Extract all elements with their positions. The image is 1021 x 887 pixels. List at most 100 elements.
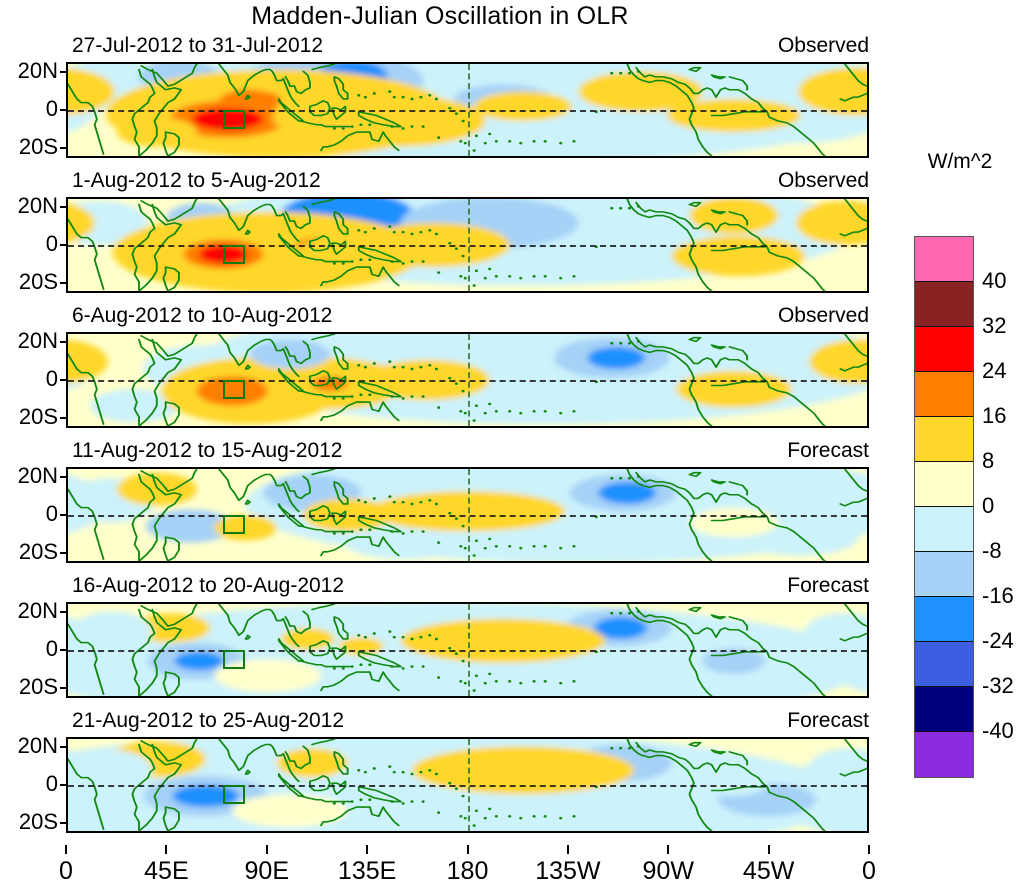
y-tick (60, 552, 67, 555)
y-tick (60, 475, 67, 478)
y-tick (60, 379, 67, 381)
x-tick (868, 845, 870, 854)
colorbar-band-2[interactable] (915, 327, 973, 372)
dateline-180-line (467, 604, 470, 696)
y-axis-label-20S: 20S (18, 539, 58, 565)
x-axis-label-8: 0 (862, 857, 876, 885)
map-panel-1[interactable] (66, 62, 869, 158)
colorbar-band-1[interactable] (915, 282, 973, 327)
y-axis-label-20N: 20N (17, 462, 58, 488)
y-tick (60, 340, 67, 343)
colorbar-label-7: -16 (982, 583, 1014, 608)
y-tick (60, 282, 67, 285)
y-axis-label-0: 0 (45, 771, 58, 796)
colorbar-band-10[interactable] (915, 687, 973, 732)
y-tick (60, 610, 67, 613)
colorbar-unit-label: W/m^2 (927, 150, 993, 173)
y-axis-label-20S: 20S (18, 269, 58, 295)
y-tick (60, 514, 67, 516)
olr-anomaly-field (68, 64, 867, 156)
dateline-180-line (467, 469, 470, 561)
x-tick (165, 845, 168, 854)
x-axis-label-3: 135E (337, 857, 397, 885)
colorbar-label-5: 0 (982, 493, 995, 518)
dateline-180-line (467, 334, 470, 426)
region-box-marker (223, 650, 246, 669)
x-axis-label-6: 90W (642, 857, 694, 885)
y-tick (60, 109, 67, 111)
x-tick (466, 845, 469, 854)
y-axis-label-0: 0 (45, 501, 58, 526)
colorbar-band-9[interactable] (915, 642, 973, 687)
y-axis-label-0: 0 (45, 366, 58, 391)
y-axis-label-0: 0 (45, 231, 58, 256)
region-box-marker (223, 380, 246, 399)
map-panel-4[interactable] (66, 467, 869, 563)
colorbar[interactable] (914, 236, 974, 778)
map-panel-5[interactable] (66, 602, 869, 698)
x-tick (667, 845, 670, 854)
y-tick (60, 70, 67, 73)
colorbar-band-6[interactable] (915, 507, 973, 552)
y-axis-label-0: 0 (45, 96, 58, 121)
panel-title-4: 11-Aug-2012 to 15-Aug-2012 (72, 439, 343, 462)
colorbar-band-11[interactable] (915, 732, 973, 777)
colorbar-label-3: 16 (982, 403, 1007, 428)
y-axis-label-20N: 20N (17, 732, 58, 758)
y-axis-label-20N: 20N (17, 57, 58, 83)
y-tick (60, 784, 67, 786)
colorbar-label-6: -8 (982, 538, 1002, 563)
x-axis-label-5: 135W (535, 857, 601, 885)
colorbar-label-10: -40 (982, 718, 1014, 743)
y-axis-label-20S: 20S (18, 809, 58, 835)
region-box-marker (223, 110, 246, 129)
region-box-marker (223, 245, 246, 264)
map-panel-6[interactable] (66, 737, 869, 833)
y-axis-label-20S: 20S (18, 134, 58, 160)
panel-status-6: Forecast (787, 709, 869, 732)
y-axis-label-20S: 20S (18, 674, 58, 700)
dateline-180-line (467, 199, 470, 291)
olr-anomaly-field (68, 199, 867, 291)
colorbar-label-2: 24 (982, 358, 1007, 383)
x-axis-label-1: 45E (144, 857, 189, 885)
colorbar-label-8: -24 (982, 628, 1014, 653)
panel-status-4: Forecast (787, 439, 869, 462)
dateline-180-line (467, 64, 470, 156)
y-axis-label-20N: 20N (17, 192, 58, 218)
colorbar-band-8[interactable] (915, 597, 973, 642)
region-box-marker (223, 515, 246, 534)
panel-title-3: 6-Aug-2012 to 10-Aug-2012 (72, 304, 333, 327)
panel-status-1: Observed (777, 34, 869, 57)
panel-title-2: 1-Aug-2012 to 5-Aug-2012 (72, 169, 321, 192)
x-tick (566, 845, 569, 854)
colorbar-label-4: 8 (982, 448, 995, 473)
colorbar-band-5[interactable] (915, 462, 973, 507)
colorbar-label-0: 40 (982, 268, 1007, 293)
y-axis-label-20N: 20N (17, 597, 58, 623)
panel-status-2: Observed (777, 169, 869, 192)
colorbar-label-9: -32 (982, 673, 1014, 698)
panel-status-5: Forecast (787, 574, 869, 597)
x-axis-label-4: 180 (446, 857, 489, 885)
y-tick (60, 244, 67, 246)
colorbar-label-1: 32 (982, 313, 1007, 338)
y-tick (60, 687, 67, 690)
dateline-180-line (467, 739, 470, 831)
map-panel-3[interactable] (66, 332, 869, 428)
panel-status-3: Observed (777, 304, 869, 327)
y-axis-label-0: 0 (45, 636, 58, 661)
y-tick (60, 147, 67, 150)
colorbar-band-3[interactable] (915, 372, 973, 417)
region-box-marker (223, 785, 246, 804)
y-tick (60, 649, 67, 651)
x-tick (65, 845, 67, 854)
x-tick (265, 845, 268, 854)
colorbar-band-4[interactable] (915, 417, 973, 462)
x-tick (366, 845, 369, 854)
y-tick (60, 822, 67, 825)
colorbar-band-0[interactable] (915, 237, 973, 282)
y-axis-label-20N: 20N (17, 327, 58, 353)
colorbar-band-7[interactable] (915, 552, 973, 597)
map-panel-2[interactable] (66, 197, 869, 293)
